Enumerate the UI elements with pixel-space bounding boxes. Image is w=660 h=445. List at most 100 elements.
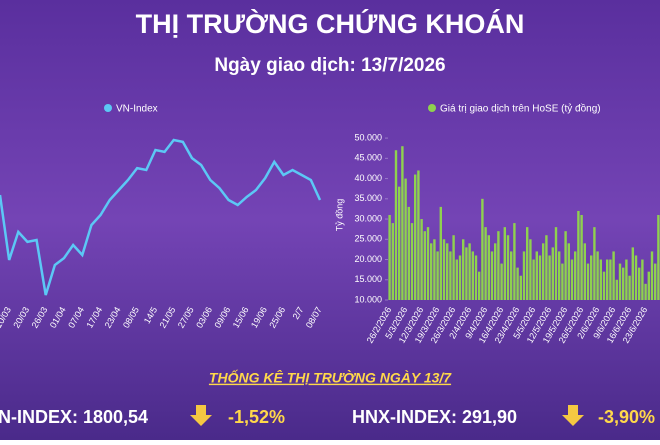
bar [417,170,420,300]
y-tick-label: 10.000 [354,294,382,304]
bar [657,215,660,300]
bar [468,243,471,300]
y-axis-label: Tỷ đồng [334,199,344,232]
bar [618,263,622,300]
bar [650,251,654,300]
bar [423,231,426,300]
bar [407,206,410,300]
bar [596,251,599,300]
bar [398,186,401,300]
bar [433,239,436,300]
legend-label: VN-Index [116,104,158,115]
bar [564,231,567,300]
bar [631,247,634,300]
bar [628,275,631,300]
bar [510,251,513,300]
bar [481,198,484,300]
bar [391,223,394,300]
bar [542,243,545,300]
y-tick-label: 40.000 [354,173,382,183]
bar [494,243,497,300]
bar [567,243,570,300]
bar [545,235,548,300]
bar [622,267,625,300]
down-arrow [190,405,212,426]
stat-change: -3,90% [598,407,655,427]
bar [654,263,657,300]
subtitle: Ngày giao dịch: 13/7/2026 [214,55,445,76]
bar [439,206,442,300]
y-tick-label: 15.000 [354,274,382,284]
bar [455,259,458,300]
bar [446,243,449,300]
bar [606,259,609,300]
bar [638,267,641,300]
bar [487,235,490,300]
bar [465,247,468,300]
bar [526,227,529,300]
bar [593,227,596,300]
y-tick-label: 20.000 [354,254,382,264]
bar [484,227,487,300]
bar [554,227,558,300]
bar [442,239,446,300]
bar [538,255,542,300]
down-arrow [562,405,584,426]
bar [478,271,481,300]
bar [535,251,538,300]
bar [590,255,593,300]
bar [612,251,615,300]
bar [583,243,586,300]
bar [641,259,644,300]
bar [497,231,500,300]
bar [644,283,647,300]
bar [561,263,564,300]
bar [414,174,417,300]
bar [430,243,433,300]
bar [625,259,628,300]
bar [452,235,455,300]
bar [490,251,494,300]
bar [462,239,465,300]
bar [529,239,532,300]
bar [577,210,580,300]
bar [516,267,519,300]
bar [500,263,503,300]
bar [449,251,452,300]
bar [551,247,554,300]
bar [647,271,650,300]
bar [574,251,577,300]
y-tick-label: 35.000 [354,193,382,203]
legend-marker [428,104,436,112]
bar [410,223,414,300]
bar [548,255,551,300]
bar [401,146,404,300]
bar [519,275,522,300]
bar [404,178,407,300]
bar [532,259,535,300]
bar [426,227,430,300]
bar [586,263,590,300]
bar [580,215,583,300]
bar [522,251,526,300]
title: THỊ TRƯỜNG CHỨNG KHOÁN [136,8,525,39]
bar [634,255,638,300]
y-tick-label: 30.000 [354,213,382,223]
bar [609,259,612,300]
bar [388,215,391,300]
bar [471,251,474,300]
stat-change: -1,52% [228,407,285,427]
bar [513,223,516,300]
bar [558,251,561,300]
bar [458,255,462,300]
bar [503,227,506,300]
line [0,138,322,296]
y-tick-label: 50.000 [354,132,382,142]
y-tick-label: 45.000 [354,153,382,163]
bar [599,259,602,300]
bar [436,251,439,300]
bar [570,259,574,300]
